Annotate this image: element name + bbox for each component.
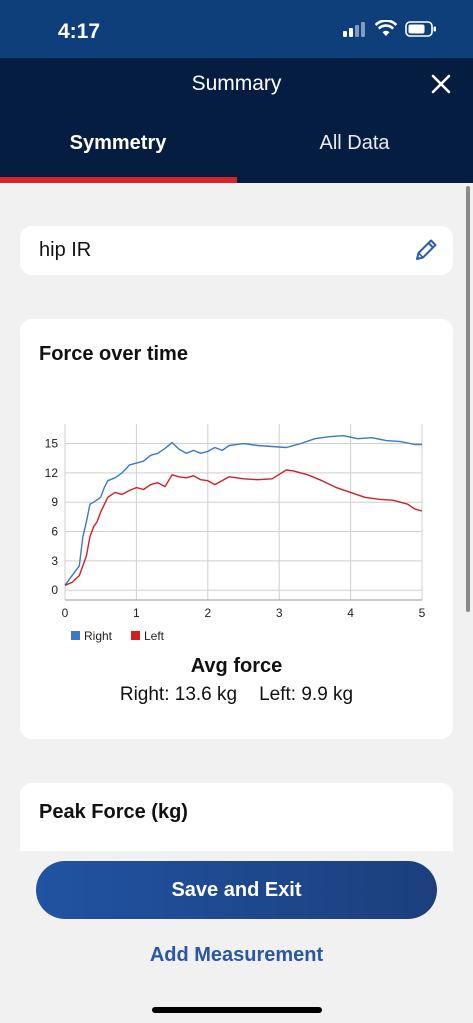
measurement-name-card[interactable]: hip IR <box>20 226 453 275</box>
pencil-icon[interactable] <box>411 235 441 265</box>
x-tick-label: 2 <box>204 606 211 620</box>
active-tab-indicator <box>0 177 237 183</box>
x-tick-label: 1 <box>133 606 140 620</box>
x-tick-label: 5 <box>419 606 426 620</box>
right-avg-value: Right: 13.6 kg <box>119 684 238 705</box>
y-tick-label: 0 <box>51 583 58 597</box>
peak-force-title: Peak Force (kg) <box>39 801 188 823</box>
chart-title: Force over time <box>39 343 188 365</box>
nav-header: Summary Symmetry All Data <box>0 58 473 183</box>
home-indicator <box>152 1007 322 1013</box>
x-tick-label: 4 <box>347 606 354 620</box>
x-tick-label: 0 <box>62 606 69 620</box>
legend-label-right: Right <box>84 629 113 643</box>
y-tick-label: 3 <box>51 554 58 568</box>
peak-force-card: Peak Force (kg) <box>20 783 453 851</box>
legend-swatch-left <box>131 631 140 640</box>
add-measurement-link[interactable]: Add Measurement <box>149 944 324 966</box>
tab-symmetry-label: Symmetry <box>69 132 167 154</box>
measurement-name: hip IR <box>39 239 92 261</box>
status-icons <box>343 20 437 37</box>
x-tick-label: 3 <box>276 606 283 620</box>
tab-all-data[interactable]: All Data <box>236 132 473 180</box>
legend-label-left: Left <box>144 629 165 643</box>
y-tick-label: 15 <box>45 437 59 451</box>
avg-force-values: Right: 13.6 kg Left: 9.9 kg <box>20 684 453 706</box>
y-tick-label: 9 <box>51 495 58 509</box>
scrollbar[interactable] <box>466 186 470 612</box>
status-bar: 4:17 <box>0 0 473 58</box>
tab-symmetry[interactable]: Symmetry <box>0 132 236 180</box>
content-scroll-area[interactable]: hip IR Force over time 0 1 2 3 4 5 0 3 6 9 12 15 Rig… <box>0 183 473 851</box>
cellular-signal-icon <box>343 21 365 37</box>
y-tick-label: 6 <box>51 525 58 539</box>
save-and-exit-button[interactable]: Save and Exit <box>36 861 437 919</box>
close-icon[interactable] <box>427 70 455 98</box>
status-time: 4:17 <box>58 20 101 43</box>
series-line-left <box>64 469 423 586</box>
tab-all-data-label: All Data <box>319 132 390 154</box>
series-line-right <box>64 434 422 586</box>
page-title: Summary <box>191 72 282 95</box>
y-tick-label: 12 <box>45 466 59 480</box>
battery-icon <box>405 20 436 37</box>
left-avg-value: Left: 9.9 kg <box>259 684 354 705</box>
avg-force-title: Avg force <box>190 655 283 677</box>
force-chart-card: Force over time 0 1 2 3 4 5 0 3 6 9 12 15 Right Left … <box>20 319 453 739</box>
wifi-icon <box>375 20 397 36</box>
legend-swatch-right <box>71 631 80 640</box>
